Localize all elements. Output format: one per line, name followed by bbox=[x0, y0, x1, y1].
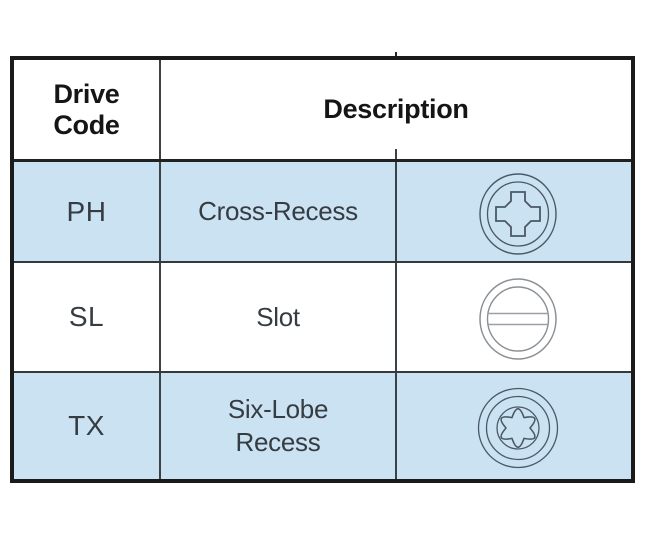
header-cell-description: Description bbox=[161, 60, 631, 159]
column-divider bbox=[159, 162, 161, 261]
cell-icon-tx bbox=[397, 373, 631, 479]
description-value-line1: Six-Lobe bbox=[227, 394, 329, 424]
drive-code-value: SL bbox=[68, 301, 105, 332]
cell-description-sl: Slot bbox=[161, 263, 395, 371]
drive-code-value: TX bbox=[68, 410, 105, 441]
cell-code-tx: TX bbox=[14, 373, 159, 479]
cross-recess-shape bbox=[495, 190, 541, 237]
description-value-line2: Recess bbox=[235, 427, 321, 457]
column-divider bbox=[395, 162, 397, 261]
column-divider-tick-above-table bbox=[395, 52, 397, 56]
outer-circle bbox=[479, 172, 557, 255]
table-row-ph: PH Cross-Recess bbox=[14, 162, 631, 263]
column-divider bbox=[159, 373, 161, 479]
six-lobe-recess-icon bbox=[477, 387, 559, 469]
table-row-tx: TX Six-Lobe Recess bbox=[14, 373, 631, 479]
cell-code-sl: SL bbox=[14, 263, 159, 371]
cell-icon-sl bbox=[397, 263, 631, 371]
outer-circle bbox=[479, 278, 557, 360]
table-header-row: Drive Code Description bbox=[14, 60, 631, 162]
header-description-label: Description bbox=[323, 94, 469, 124]
inner-circle bbox=[496, 406, 540, 450]
column-divider bbox=[159, 263, 161, 371]
slot-icon bbox=[479, 278, 557, 360]
drive-code-value: PH bbox=[66, 195, 107, 227]
header-drive-code-line1: Drive bbox=[53, 78, 120, 109]
drive-code-table: Drive Code Description PH Cross-Recess bbox=[10, 56, 635, 483]
column-divider bbox=[395, 263, 397, 371]
cell-code-ph: PH bbox=[14, 162, 159, 261]
column-divider-tick-header-bottom bbox=[395, 149, 397, 159]
description-value: Slot bbox=[256, 301, 300, 332]
middle-circle bbox=[485, 395, 551, 461]
inner-circle bbox=[486, 180, 550, 247]
inner-circle bbox=[486, 286, 550, 352]
description-value: Cross-Recess bbox=[198, 196, 358, 226]
cell-icon-ph bbox=[397, 162, 631, 261]
header-cell-drive-code: Drive Code bbox=[14, 60, 159, 159]
header-drive-code-line2: Code bbox=[53, 109, 120, 140]
column-divider bbox=[159, 60, 161, 159]
column-divider bbox=[395, 373, 397, 479]
table-row-sl: SL Slot bbox=[14, 263, 631, 373]
outer-circle bbox=[477, 387, 559, 469]
six-lobe-star-shape bbox=[500, 408, 536, 448]
cell-description-ph: Cross-Recess bbox=[161, 162, 395, 261]
phillips-cross-recess-icon bbox=[479, 172, 557, 255]
cell-description-tx: Six-Lobe Recess bbox=[161, 373, 395, 479]
